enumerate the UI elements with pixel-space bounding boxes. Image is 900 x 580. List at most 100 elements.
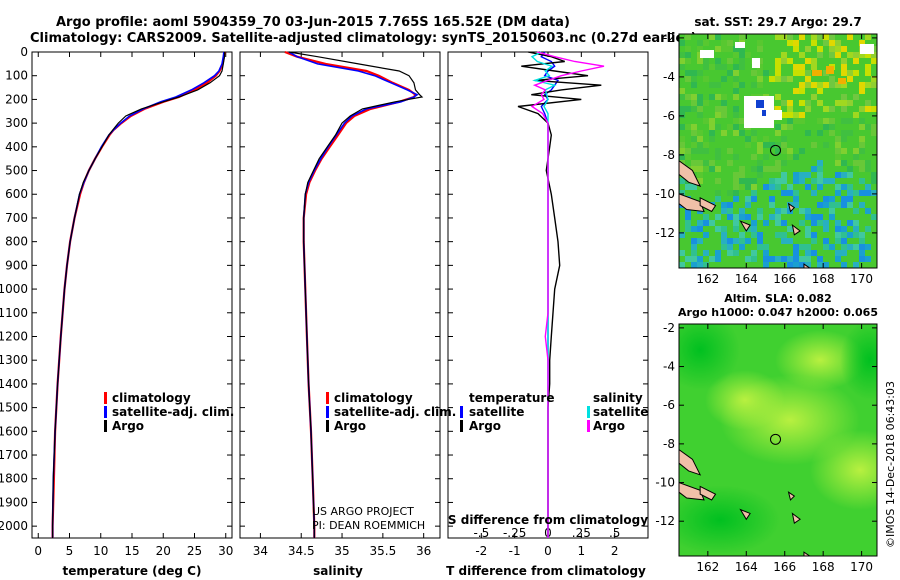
sst-cell (709, 64, 715, 70)
x-tick-label: 34 (253, 544, 268, 558)
legend-swatch-satellite (104, 406, 107, 418)
legend-label-t-satellite: satellite (469, 405, 524, 419)
sst-cell (865, 256, 871, 262)
sst-cell (769, 196, 775, 202)
sst-hot-cell (812, 70, 822, 76)
x-tick-label: 20 (156, 544, 171, 558)
sst-cell (817, 160, 823, 166)
sst-cell (805, 106, 811, 112)
sst-cell (853, 70, 859, 76)
sst-cell (823, 196, 829, 202)
sst-cell (685, 154, 691, 160)
island-land (679, 482, 705, 501)
sst-cell (685, 226, 691, 232)
sst-cell (841, 46, 847, 52)
sst-cell (733, 190, 739, 196)
sst-cell (769, 202, 775, 208)
sst-cell (679, 136, 685, 142)
sst-cell (841, 184, 847, 190)
sst-cell (715, 46, 721, 52)
sst-cell (739, 184, 745, 190)
sst-cell (781, 160, 787, 166)
sst-cell (787, 148, 793, 154)
sst-cell (727, 244, 733, 250)
sst-cell (835, 154, 841, 160)
sst-cell (739, 166, 745, 172)
sst-cell (697, 40, 703, 46)
sst-cell (829, 76, 835, 82)
sst-cell (829, 46, 835, 52)
sst-cell (769, 178, 775, 184)
map-y-tick-label: -6 (663, 398, 675, 412)
sst-cell (763, 154, 769, 160)
sst-cell (859, 250, 865, 256)
sst-cell (691, 82, 697, 88)
sst-cell (811, 214, 817, 220)
sst-cell (775, 166, 781, 172)
map-y-tick-label: -12 (655, 226, 675, 240)
sst-cell (811, 232, 817, 238)
sst-cell (781, 148, 787, 154)
legend-swatch-satellite (326, 406, 329, 418)
sst-cell (841, 196, 847, 202)
map-x-tick-label: 166 (773, 560, 796, 574)
sst-cell (829, 214, 835, 220)
sst-cell (835, 40, 841, 46)
sst-cell (847, 172, 853, 178)
map-x-tick-label: 162 (696, 272, 719, 286)
sst-cell (859, 88, 865, 94)
island-land (791, 512, 801, 524)
sst-cell (697, 172, 703, 178)
sst-cell (751, 82, 757, 88)
sst-cell (679, 250, 685, 256)
sst-cell (799, 88, 805, 94)
sst-cell (757, 82, 763, 88)
sst-cell (793, 196, 799, 202)
sst-cell (691, 256, 697, 262)
sst-cell (799, 178, 805, 184)
sst-cell (763, 142, 769, 148)
sst-cell (823, 40, 829, 46)
sst-cell (805, 184, 811, 190)
island-land (739, 220, 751, 232)
sst-cell (841, 100, 847, 106)
sst-cell (739, 178, 745, 184)
x-tick-label: 1 (578, 544, 586, 558)
sst-cell (739, 238, 745, 244)
sst-cell (727, 148, 733, 154)
sst-cell (739, 34, 745, 40)
sst-cell (685, 106, 691, 112)
sst-cell (787, 58, 793, 64)
sst-cell (787, 100, 793, 106)
sst-cell (757, 214, 763, 220)
sst-cell (691, 124, 697, 130)
y-tick-label: 900 (5, 258, 28, 272)
map-y-tick-label: -4 (663, 70, 675, 84)
sst-cell (853, 220, 859, 226)
sst-cell (859, 256, 865, 262)
sla-map-frame (678, 323, 878, 557)
island-land (739, 508, 751, 521)
sst-cell (775, 34, 781, 40)
sst-cell (817, 88, 823, 94)
legend-label-climatology: climatology (334, 391, 413, 405)
sst-cell (799, 148, 805, 154)
sst-cell (793, 190, 799, 196)
sst-cell (739, 232, 745, 238)
sst-cell (859, 136, 865, 142)
sst-cell (835, 46, 841, 52)
sst-cell (793, 88, 799, 94)
sst-cell (805, 100, 811, 106)
x-tick-label: 25 (187, 544, 202, 558)
sst-cell (679, 64, 685, 70)
sst-cell (709, 34, 715, 40)
sst-cell (709, 256, 715, 262)
sst-cell (745, 142, 751, 148)
sst-cell (715, 226, 721, 232)
sst-cell (715, 196, 721, 202)
sst-cell (805, 58, 811, 64)
legend-title-salinity: salinity (593, 391, 643, 405)
y-tick-label: 1500 (0, 401, 28, 415)
s-tick-label: .5 (609, 526, 620, 540)
sst-cell (799, 208, 805, 214)
